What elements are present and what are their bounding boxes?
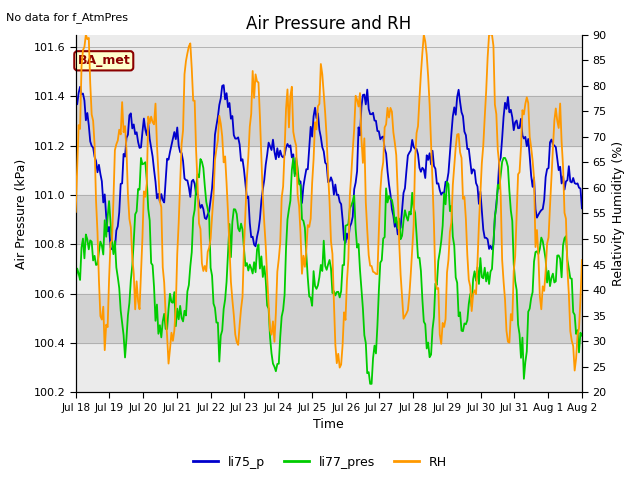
Text: No data for f_AtmPres: No data for f_AtmPres bbox=[6, 12, 129, 23]
Legend: li75_p, li77_pres, RH: li75_p, li77_pres, RH bbox=[188, 451, 452, 474]
Bar bbox=[76, 96, 582, 145]
Bar bbox=[76, 195, 582, 244]
X-axis label: Time: Time bbox=[314, 419, 344, 432]
Y-axis label: Relativity Humidity (%): Relativity Humidity (%) bbox=[612, 141, 625, 286]
Text: BA_met: BA_met bbox=[77, 54, 130, 67]
Y-axis label: Air Pressure (kPa): Air Pressure (kPa) bbox=[15, 158, 28, 269]
Bar bbox=[76, 294, 582, 343]
Title: Air Pressure and RH: Air Pressure and RH bbox=[246, 15, 412, 33]
